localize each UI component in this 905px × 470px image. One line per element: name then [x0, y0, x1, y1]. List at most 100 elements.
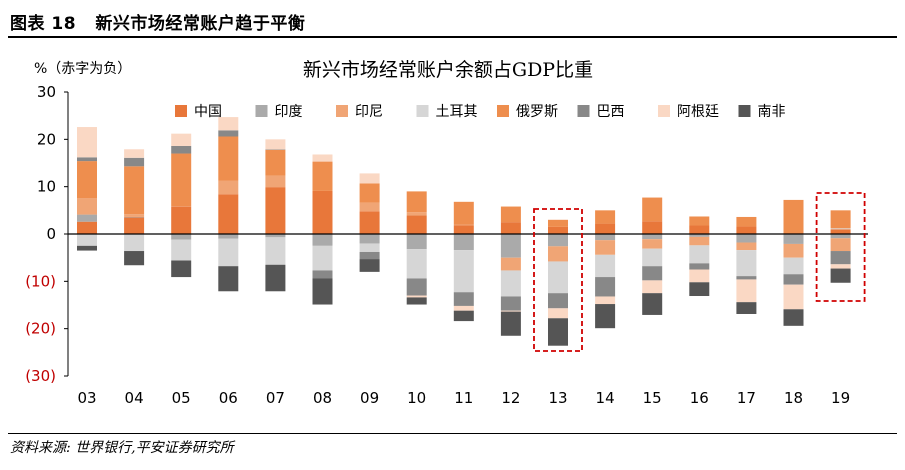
figure-header: 图表 18 新兴市场经常账户趋于平衡 [0, 0, 905, 40]
bar-segment-southafrica-14 [595, 304, 616, 329]
bar-segment-southafrica-12 [500, 311, 521, 336]
bar-segment-russia-18 [783, 199, 804, 234]
bar-segment-turkey-10 [406, 249, 427, 279]
bar-segment-russia-17 [736, 216, 757, 227]
bar-segment-indonesia-14 [595, 240, 616, 255]
bar-segment-indonesia-07 [265, 175, 286, 188]
bar-segment-russia-03 [77, 161, 97, 199]
bar-segment-argentina-17 [736, 279, 757, 303]
bar-segment-russia-13 [548, 219, 568, 227]
bar-segment-china-09 [359, 211, 380, 234]
bar-segment-turkey-13 [548, 261, 568, 294]
bar-segment-southafrica-15 [642, 293, 663, 315]
bar-stack-13 [548, 219, 568, 346]
bar-stack-03 [77, 127, 97, 251]
bar-segment-indonesia-15 [642, 239, 663, 249]
legend-label: 巴西 [597, 104, 625, 120]
source-note: 资料来源: 世界银行,平安证券研究所 [10, 440, 234, 456]
bar-segment-brazil-09 [359, 251, 380, 260]
y-tick-label: (20) [25, 320, 56, 338]
figure-label: 图表 18 [10, 14, 77, 34]
bar-segment-russia-09 [359, 183, 380, 203]
bar-segment-turkey-19 [830, 228, 851, 230]
bar-segment-argentina-07 [265, 139, 286, 150]
x-tick-label: 04 [125, 389, 144, 407]
x-tick-label: 19 [831, 389, 850, 407]
bar-segment-russia-04 [124, 166, 145, 215]
x-tick-label: 06 [219, 389, 238, 407]
bar-segment-china-17 [736, 226, 757, 234]
bar-segment-turkey-15 [642, 248, 663, 267]
bar-segment-southafrica-18 [783, 309, 804, 326]
bar-segment-russia-14 [595, 210, 616, 224]
bar-stack-11 [453, 201, 474, 322]
bar-segment-argentina-15 [642, 280, 663, 294]
bar-segment-indonesia-19 [830, 238, 851, 252]
bar-segment-argentina-03 [77, 127, 97, 158]
bar-segment-india-12 [500, 234, 521, 258]
bar-segment-argentina-11 [453, 305, 474, 311]
bar-segment-russia-19 [830, 210, 851, 229]
bar-segment-china-07 [265, 187, 286, 234]
y-axis-label: %（赤字为负） [34, 61, 131, 77]
bar-stack-05 [171, 133, 192, 278]
bar-segment-russia-06 [218, 136, 239, 181]
bar-segment-turkey-16 [689, 245, 710, 264]
bar-segment-southafrica-08 [312, 278, 333, 305]
bar-segment-argentina-12 [500, 310, 521, 312]
bar-segment-china-15 [642, 221, 663, 234]
bar-segment-china-05 [171, 206, 192, 234]
x-tick-label: 13 [548, 389, 567, 407]
bar-segment-brazil-07 [265, 149, 286, 150]
bar-segment-turkey-12 [500, 270, 521, 297]
bar-segment-argentina-04 [124, 149, 145, 158]
y-tick-label: 20 [37, 130, 56, 148]
bar-segment-southafrica-09 [359, 259, 380, 272]
x-tick-label: 10 [407, 389, 426, 407]
bar-segment-argentina-16 [689, 269, 710, 283]
bar-segment-argentina-09 [359, 173, 380, 184]
x-tick-label: 14 [596, 389, 615, 407]
bar-segment-brazil-16 [689, 263, 710, 270]
legend: 中国 印度 印尼 土耳其 俄罗斯 巴西 阿根廷 南非 [175, 104, 786, 120]
bar-stack-19 [830, 210, 851, 283]
bar-segment-indonesia-13 [548, 246, 568, 262]
bar-segment-brazil-04 [124, 157, 145, 167]
legend-item-argentina: 阿根廷 [658, 104, 719, 120]
bar-segment-brazil-03 [77, 157, 97, 162]
bar-segment-indonesia-06 [218, 180, 239, 195]
bar-segment-russia-05 [171, 153, 192, 207]
bar-segment-southafrica-16 [689, 282, 710, 297]
bar-segment-brazil-13 [548, 293, 568, 309]
bar-segment-argentina-08 [312, 154, 333, 162]
bar-segment-china-19 [830, 229, 851, 234]
y-tick-label: (30) [25, 367, 56, 385]
bar-segment-indonesia-05 [171, 206, 192, 207]
bar-segment-russia-15 [642, 197, 663, 222]
bar-segment-indonesia-09 [359, 202, 380, 212]
stacked-bar-chart: 新兴市场经常账户余额占GDP比重 %（赤字为负） 中国 印度 印尼 土耳其 俄罗斯 巴西 阿… [25, 59, 868, 407]
bar-segment-indonesia-11 [453, 224, 474, 226]
bar-segment-russia-10 [406, 191, 427, 213]
bar-segment-india-17 [736, 234, 757, 243]
bar-stack-06 [218, 117, 239, 292]
x-tick-label: 09 [360, 389, 379, 407]
legend-swatch [738, 105, 751, 117]
legend-swatch [255, 105, 268, 117]
bar-segment-southafrica-06 [218, 266, 239, 292]
highlight-box-19 [815, 192, 866, 302]
top-rule [8, 36, 897, 38]
legend-label: 土耳其 [436, 104, 478, 120]
bar-segment-india-16 [689, 234, 710, 237]
x-axis: 03 04 05 06 07 08 09 10 11 12 13 14 15 16 17 18 19 [68, 233, 868, 407]
bar-segment-southafrica-03 [77, 245, 97, 251]
legend-label: 中国 [194, 104, 222, 120]
bar-segment-china-08 [312, 190, 333, 234]
bar-segment-indonesia-12 [500, 257, 521, 271]
bar-segment-china-13 [548, 226, 568, 234]
bar-segment-india-15 [642, 234, 663, 240]
bar-segment-china-12 [500, 222, 521, 234]
x-tick-label: 18 [784, 389, 803, 407]
bar-segment-india-10 [406, 234, 427, 250]
bar-segment-southafrica-05 [171, 260, 192, 278]
